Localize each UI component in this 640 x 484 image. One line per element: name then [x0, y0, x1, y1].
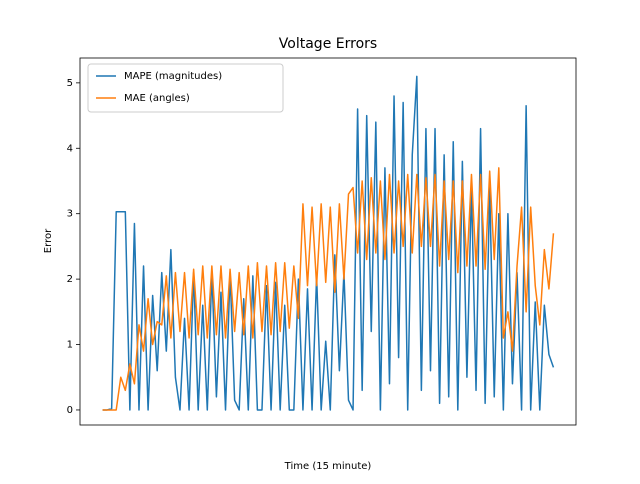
y-tick-label: 0: [67, 405, 73, 416]
y-axis-label: Error: [43, 228, 54, 253]
series-line: [102, 75, 555, 411]
y-tick-label: 4: [67, 143, 73, 154]
axes-frame: [79, 57, 577, 426]
legend-box: [87, 63, 284, 113]
chart-title: Voltage Errors: [279, 36, 377, 52]
legend-label: MAE (angles): [124, 93, 190, 104]
x-axis-label: Time (15 minute): [284, 461, 372, 472]
y-tick-label: 3: [67, 209, 73, 220]
y-tick-label: 1: [67, 340, 73, 351]
y-tick-label: 5: [67, 78, 73, 89]
legend-label: MAPE (magnitudes): [124, 71, 222, 82]
series-line: [102, 167, 555, 411]
y-tick-label: 2: [67, 274, 73, 285]
